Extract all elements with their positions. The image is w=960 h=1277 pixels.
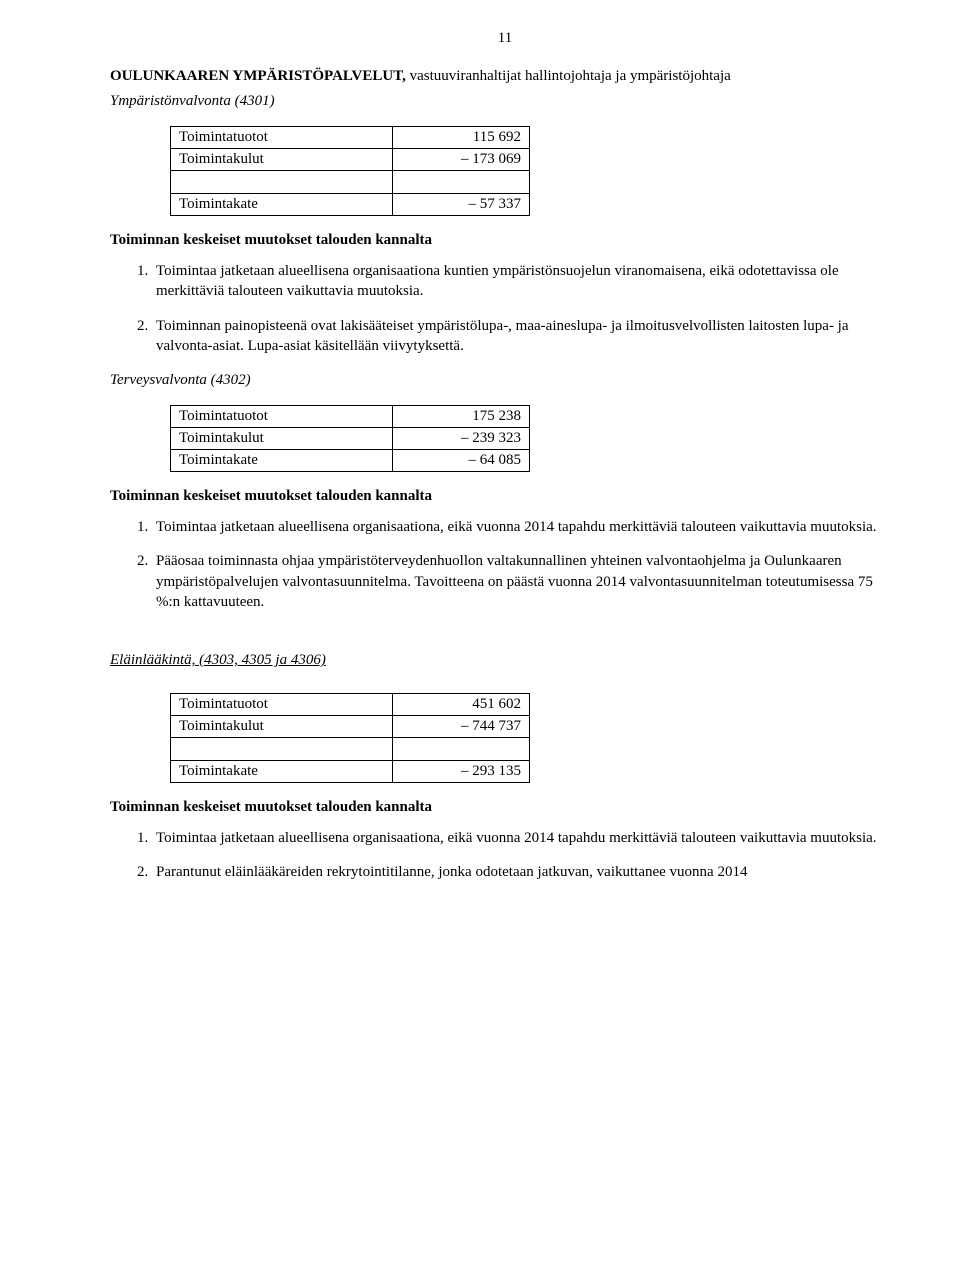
- page-number: 11: [110, 30, 900, 47]
- section1-title: Ympäristönvalvonta (4301): [110, 93, 900, 110]
- table-cell-label: Toimintakulut: [171, 428, 393, 450]
- document-page: 11 OULUNKAAREN YMPÄRISTÖPALVELUT, vastuu…: [0, 0, 960, 1277]
- main-heading: OULUNKAAREN YMPÄRISTÖPALVELUT, vastuuvir…: [110, 67, 900, 85]
- table-cell-label: Toimintakate: [171, 761, 393, 783]
- list-item: Toiminnan painopisteenä ovat lakisääteis…: [152, 316, 900, 357]
- table-cell-label: Toimintakate: [171, 450, 393, 472]
- table-row: Toimintakate – 293 135: [171, 761, 530, 783]
- list-item: Toimintaa jatketaan alueellisena organis…: [152, 828, 900, 848]
- table-cell-label: Toimintatuotot: [171, 406, 393, 428]
- section1-table: Toimintatuotot 115 692 Toimintakulut – 1…: [170, 126, 530, 216]
- table-cell-value: 175 238: [393, 406, 530, 428]
- table-cell-value: – 293 135: [393, 761, 530, 783]
- table-cell-empty: [393, 738, 530, 761]
- table-row: Toimintakulut – 173 069: [171, 149, 530, 171]
- table-cell-label: Toimintakulut: [171, 716, 393, 738]
- section1-list: Toimintaa jatketaan alueellisena organis…: [110, 261, 900, 356]
- table-cell-label: Toimintakulut: [171, 149, 393, 171]
- list-item: Parantunut eläinlääkäreiden rekrytointit…: [152, 862, 900, 882]
- table-row-empty: [171, 171, 530, 194]
- list-item: Toimintaa jatketaan alueellisena organis…: [152, 517, 900, 537]
- section3-title: Eläinlääkintä, (4303, 4305 ja 4306): [110, 652, 900, 669]
- table-cell-empty: [171, 171, 393, 194]
- table-cell-label: Toimintatuotot: [171, 694, 393, 716]
- section2-subheading: Toiminnan keskeiset muutokset talouden k…: [110, 488, 900, 505]
- section2-list: Toimintaa jatketaan alueellisena organis…: [110, 517, 900, 612]
- table-cell-value: – 173 069: [393, 149, 530, 171]
- section3-list: Toimintaa jatketaan alueellisena organis…: [110, 828, 900, 883]
- table-row: Toimintakate – 57 337: [171, 194, 530, 216]
- heading-plain-part: vastuuviranhaltijat hallintojohtaja ja y…: [406, 68, 731, 84]
- table-cell-empty: [171, 738, 393, 761]
- table-cell-value: – 744 737: [393, 716, 530, 738]
- table-row: Toimintakulut – 239 323: [171, 428, 530, 450]
- section2-table: Toimintatuotot 175 238 Toimintakulut – 2…: [170, 405, 530, 472]
- table-cell-label: Toimintakate: [171, 194, 393, 216]
- section1-subheading: Toiminnan keskeiset muutokset talouden k…: [110, 232, 900, 249]
- heading-bold-part: OULUNKAAREN YMPÄRISTÖPALVELUT,: [110, 68, 406, 84]
- table-row: Toimintatuotot 115 692: [171, 127, 530, 149]
- table-cell-empty: [393, 171, 530, 194]
- section3-table: Toimintatuotot 451 602 Toimintakulut – 7…: [170, 693, 530, 783]
- list-item: Toimintaa jatketaan alueellisena organis…: [152, 261, 900, 302]
- section3-subheading: Toiminnan keskeiset muutokset talouden k…: [110, 799, 900, 816]
- table-row: Toimintatuotot 175 238: [171, 406, 530, 428]
- table-cell-value: 115 692: [393, 127, 530, 149]
- list-item: Pääosaa toiminnasta ohjaa ympäristöterve…: [152, 551, 900, 612]
- table-cell-value: – 57 337: [393, 194, 530, 216]
- table-row: Toimintatuotot 451 602: [171, 694, 530, 716]
- section2-title: Terveysvalvonta (4302): [110, 372, 900, 389]
- table-cell-label: Toimintatuotot: [171, 127, 393, 149]
- table-cell-value: – 64 085: [393, 450, 530, 472]
- table-row-empty: [171, 738, 530, 761]
- table-cell-value: 451 602: [393, 694, 530, 716]
- table-cell-value: – 239 323: [393, 428, 530, 450]
- table-row: Toimintakate – 64 085: [171, 450, 530, 472]
- table-row: Toimintakulut – 744 737: [171, 716, 530, 738]
